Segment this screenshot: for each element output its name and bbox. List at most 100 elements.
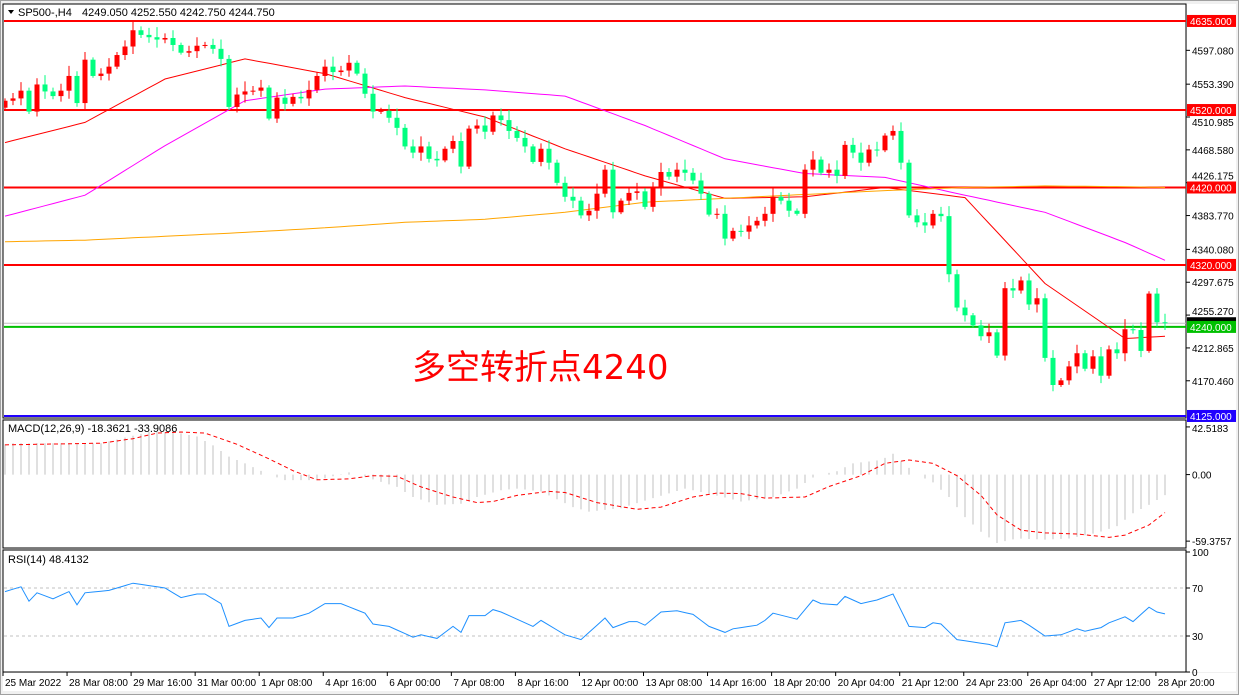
time-axis[interactable] [3,673,1236,691]
candle[interactable] [50,87,56,100]
candle[interactable] [690,168,696,185]
candle[interactable] [914,209,920,228]
candle[interactable] [282,89,288,111]
candle[interactable] [122,40,128,60]
candle[interactable] [970,312,976,328]
candle[interactable] [602,165,608,198]
candle[interactable] [850,137,856,159]
candle[interactable] [82,51,88,110]
main-pane[interactable] [2,3,1187,419]
candle[interactable] [1018,276,1024,294]
candle[interactable] [442,146,448,163]
candle[interactable] [674,162,680,183]
candle[interactable] [530,144,536,164]
candle[interactable] [554,159,560,186]
candle[interactable] [114,51,120,70]
candle[interactable] [3,98,8,110]
candle[interactable] [138,26,144,38]
candle[interactable] [98,68,104,81]
candle[interactable] [946,206,952,283]
candle[interactable] [130,20,136,54]
candle[interactable] [1122,319,1128,362]
candle[interactable] [410,139,416,159]
candle[interactable] [898,122,904,170]
candle[interactable] [586,203,592,221]
candle[interactable] [1130,324,1136,334]
candle[interactable] [298,90,304,104]
candle[interactable] [730,227,736,242]
triangle-down-icon[interactable] [8,10,14,14]
candle[interactable] [770,186,776,222]
candle[interactable] [426,141,432,163]
candle[interactable] [218,39,224,67]
candle[interactable] [18,82,24,106]
candle[interactable] [474,119,480,134]
candle[interactable] [250,86,256,96]
candle[interactable] [234,87,240,113]
candle[interactable] [226,55,232,111]
candle[interactable] [202,41,208,49]
candle[interactable] [578,196,584,219]
candle[interactable] [610,161,616,219]
candle[interactable] [26,87,32,115]
candle[interactable] [522,130,528,153]
candle[interactable] [538,143,544,167]
candle[interactable] [194,37,200,58]
candle[interactable] [1034,288,1040,313]
candle[interactable] [506,110,512,140]
candle[interactable] [882,133,888,153]
candle[interactable] [266,85,272,121]
candle[interactable] [258,79,264,97]
candle[interactable] [978,319,984,341]
candle[interactable] [834,160,840,184]
candle[interactable] [490,111,496,135]
candle[interactable] [930,209,936,229]
candle[interactable] [450,135,456,154]
candle[interactable] [794,208,800,216]
candle[interactable] [810,151,816,177]
candle[interactable] [154,27,160,48]
candle[interactable] [1114,342,1120,359]
candle[interactable] [778,192,784,205]
candle[interactable] [482,116,488,140]
candle[interactable] [1002,281,1008,361]
candle[interactable] [1162,313,1168,331]
candle[interactable] [762,206,768,227]
candle[interactable] [274,92,280,123]
candle[interactable] [722,205,728,246]
candle[interactable] [1082,350,1088,372]
candle[interactable] [58,83,64,102]
candle[interactable] [178,42,184,55]
candle[interactable] [874,141,880,157]
candle[interactable] [146,27,152,43]
candle[interactable] [786,192,792,217]
candle[interactable] [1074,344,1080,374]
candle[interactable] [986,323,992,344]
candle[interactable] [714,208,720,219]
candle[interactable] [546,140,552,170]
candle[interactable] [938,206,944,222]
candle[interactable] [402,123,408,150]
candle[interactable] [362,68,368,99]
candle[interactable] [1010,278,1016,298]
candle[interactable] [330,56,336,81]
candle[interactable] [290,93,296,107]
candle[interactable] [570,187,576,209]
candle[interactable] [818,156,824,176]
candle[interactable] [74,71,80,107]
candle[interactable] [802,164,808,219]
candle[interactable] [338,65,344,76]
candle[interactable] [994,329,1000,359]
candle[interactable] [322,59,328,82]
candle[interactable] [1154,288,1160,327]
candle[interactable] [42,75,48,99]
candle[interactable] [754,216,760,229]
candle[interactable] [746,216,752,240]
candle[interactable] [738,224,744,237]
candle[interactable] [10,92,16,106]
candle[interactable] [458,132,464,174]
candle[interactable] [962,299,968,322]
candle[interactable] [34,78,40,117]
candle[interactable] [562,176,568,202]
candle[interactable] [1090,350,1096,374]
